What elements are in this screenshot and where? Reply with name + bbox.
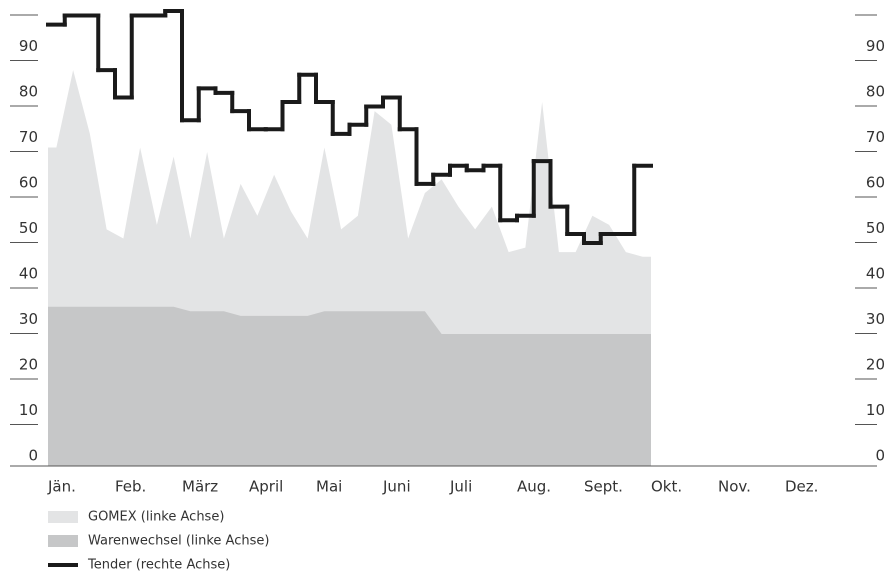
y-tick-label: 0: [28, 447, 38, 465]
y-tick-label: 20: [19, 356, 38, 374]
x-tick-label: Juli: [449, 478, 472, 496]
x-tick-label: Sept.: [584, 478, 623, 496]
legend-swatch: [48, 535, 78, 547]
y2-tick-label: 90: [866, 37, 885, 55]
y2-tick-label: 70: [866, 128, 885, 146]
y2-tick-label: 30: [866, 310, 885, 328]
x-tick-label: März: [182, 478, 218, 496]
x-tick-label: Dez.: [785, 478, 818, 496]
y2-tick-label: 80: [866, 83, 885, 101]
y-tick-label: 40: [19, 265, 38, 283]
y2-tick-label: 0: [875, 447, 885, 465]
legend-label: Warenwechsel (linke Achse): [88, 534, 269, 549]
x-tick-label: Nov.: [718, 478, 751, 496]
area: [48, 306, 651, 466]
y-tick-label: 10: [19, 401, 38, 419]
x-tick-label: April: [249, 478, 283, 496]
y2-tick-label: 20: [866, 356, 885, 374]
y2-tick-label: 40: [866, 265, 885, 283]
legend-label: GOMEX (linke Achse): [88, 510, 224, 525]
legend-label: Tender (rechte Achse): [87, 558, 230, 573]
y-tick-label: 90: [19, 37, 38, 55]
x-tick-label: Jän.: [47, 478, 76, 496]
y-tick-label: 70: [19, 128, 38, 146]
step-connector: [62, 9, 637, 246]
x-tick-label: Feb.: [115, 478, 146, 496]
legend-swatch: [48, 511, 78, 523]
y-tick-label: 80: [19, 83, 38, 101]
x-tick-label: Okt.: [651, 478, 682, 496]
x-tick-label: Juni: [382, 478, 411, 496]
y2-tick-label: 60: [866, 174, 885, 192]
y2-tick-label: 10: [866, 401, 885, 419]
y-tick-label: 50: [19, 219, 38, 237]
x-tick-label: Aug.: [517, 478, 551, 496]
y-tick-label: 60: [19, 174, 38, 192]
y2-tick-label: 50: [866, 219, 885, 237]
x-tick-label: Mai: [316, 478, 342, 496]
y-tick-label: 30: [19, 310, 38, 328]
